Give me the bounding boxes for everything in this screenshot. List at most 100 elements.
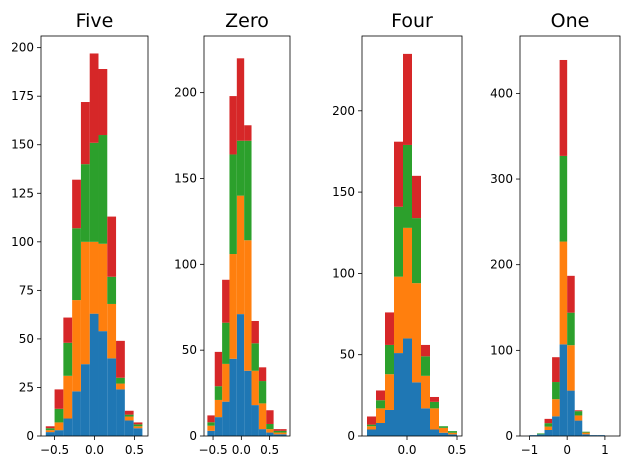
- five-bar-series1-bin11: [133, 428, 143, 436]
- four-xtick-label: 0.5: [447, 443, 466, 457]
- four-bar-series2-bin8: [430, 408, 439, 430]
- five-bar-series1-bin2: [54, 430, 64, 436]
- five-bar-series1-bin8: [107, 358, 117, 436]
- four-xtick-label: 0.0: [397, 443, 416, 457]
- five-bar-series1-bin3: [63, 418, 73, 436]
- four-bar-series1-bin9: [439, 432, 448, 436]
- zero-bar-series4-bin7: [251, 320, 259, 344]
- four-ytick-label: 150: [332, 185, 355, 199]
- one-bar-series3-bin6: [567, 312, 575, 346]
- zero-xtick-label: −0.5: [198, 443, 227, 457]
- one-ytick-label: 200: [490, 258, 513, 272]
- five-ytick-label: 100: [11, 235, 34, 249]
- one-bar-series1-bin2: [536, 434, 545, 436]
- one-bar-series1-bin9: [589, 435, 598, 436]
- four-bar-series2-bin7: [421, 375, 430, 409]
- four-bar-series3-bin6: [412, 218, 421, 284]
- zero-bar-series3-bin7: [251, 343, 259, 371]
- four-ytick-label: 100: [332, 266, 355, 280]
- five-bar-series4-bin5: [80, 102, 90, 165]
- five-bar-series4-bin11: [133, 422, 143, 425]
- zero-bar-series1-bin3: [222, 401, 230, 436]
- one-ytick-label: 100: [490, 343, 513, 357]
- zero-bar-series1-bin4: [229, 358, 237, 436]
- zero-bar-series3-bin9: [266, 423, 274, 430]
- four-ytick-label: 200: [332, 104, 355, 118]
- zero-bar-series4-bin9: [266, 410, 274, 424]
- zero-bar-series1-bin11: [280, 434, 287, 436]
- five-bar-series1-bin6: [89, 313, 99, 436]
- five-ytick-label: 75: [19, 283, 34, 297]
- five-bar-series2-bin2: [54, 422, 64, 431]
- four-histogram-panel: Four 0.0 0.5 0 50 100 150 200: [332, 10, 466, 457]
- zero-histogram-panel: Zero −0.5 0.0 0.5 0 50 100 150 200: [174, 10, 291, 457]
- zero-ytick-label: 200: [174, 86, 197, 100]
- zero-xtick-label: 0.0: [232, 443, 251, 457]
- four-bar-series2-bin6: [412, 283, 421, 383]
- one-title: One: [551, 10, 590, 32]
- zero-bar-series1-bin7: [251, 405, 259, 436]
- one-ytick-label: 400: [490, 86, 513, 100]
- zero-bar-series3-bin6: [244, 140, 252, 241]
- one-bar-series3-bin5: [559, 155, 568, 242]
- four-bar-series1-bin3: [385, 409, 394, 436]
- zero-bar-series2-bin4: [229, 254, 237, 359]
- five-bar-series2-bin6: [89, 241, 99, 314]
- zero-bar-series1-bin1: [207, 430, 215, 436]
- four-bar-series2-bin2: [376, 408, 385, 423]
- zero-bar-series4-bin1: [207, 415, 215, 423]
- one-xtick-label: 1: [601, 443, 609, 457]
- five-ytick-label: 125: [11, 186, 34, 200]
- four-bar-series3-bin4: [394, 206, 403, 277]
- five-bar-series4-bin4: [72, 179, 81, 229]
- five-bar-series3-bin3: [63, 342, 73, 376]
- zero-bar-series3-bin8: [258, 381, 267, 404]
- four-bar-series1-bin4: [394, 353, 403, 436]
- one-axes-frame: [519, 35, 621, 437]
- zero-bar-series4-bin3: [222, 279, 230, 323]
- four-bar-series3-bin3: [385, 344, 394, 375]
- five-bar-series4-bin7: [98, 69, 108, 136]
- zero-bar-series2-bin1: [207, 425, 215, 431]
- one-ytick-label: 300: [490, 172, 513, 186]
- four-ytick-label: 50: [340, 348, 355, 362]
- five-bar-series3-bin8: [107, 276, 117, 304]
- zero-ytick-label: 0: [189, 429, 197, 443]
- five-bar-series2-bin1: [45, 430, 55, 433]
- five-bar-series4-bin10: [124, 410, 134, 415]
- one-bar-series2-bin7: [574, 415, 583, 421]
- zero-bar-series2-bin10: [273, 432, 281, 435]
- five-bar-series2-bin4: [72, 300, 81, 392]
- five-bar-series1-bin5: [80, 364, 90, 436]
- one-bar-series1-bin8: [582, 434, 590, 436]
- five-bar-series3-bin10: [124, 414, 134, 417]
- one-xtick-label: 0: [563, 443, 571, 457]
- four-bar-series4-bin4: [394, 141, 403, 207]
- four-bar-series4-bin5: [403, 53, 412, 145]
- zero-bar-series4-bin6: [244, 125, 252, 141]
- one-bar-series1-bin1: [529, 435, 537, 436]
- five-bar-series3-bin4: [72, 228, 81, 301]
- one-bar-series4-bin5: [559, 59, 568, 156]
- zero-bar-series4-bin8: [258, 367, 267, 382]
- five-bar-series1-bin9: [116, 389, 125, 436]
- zero-bar-series1-bin9: [266, 432, 274, 436]
- five-bar-series1-bin4: [72, 391, 81, 436]
- five-bar-series2-bin5: [80, 241, 90, 365]
- five-bar-series3-bin7: [98, 135, 108, 244]
- zero-bar-series3-bin5: [236, 140, 245, 196]
- four-bar-series1-bin6: [412, 382, 421, 436]
- four-bar-series2-bin10: [448, 432, 457, 435]
- four-bar-series2-bin1: [367, 426, 376, 430]
- zero-bar-series3-bin2: [214, 386, 223, 400]
- zero-ytick-label: 50: [182, 343, 197, 357]
- five-bar-series3-bin1: [45, 428, 55, 431]
- five-bar-series3-bin5: [80, 164, 90, 242]
- one-bar-series2-bin8: [582, 432, 590, 435]
- four-bar-series3-bin9: [439, 426, 448, 428]
- four-axes-frame: [361, 35, 463, 437]
- five-histogram-panel: Five −0.5 0.0 0.5 0 25 50 75 100 125 150 175 200: [11, 10, 149, 457]
- zero-bar-series3-bin10: [273, 430, 281, 433]
- four-bar-series2-bin3: [385, 374, 394, 410]
- five-bar-series2-bin8: [107, 303, 117, 359]
